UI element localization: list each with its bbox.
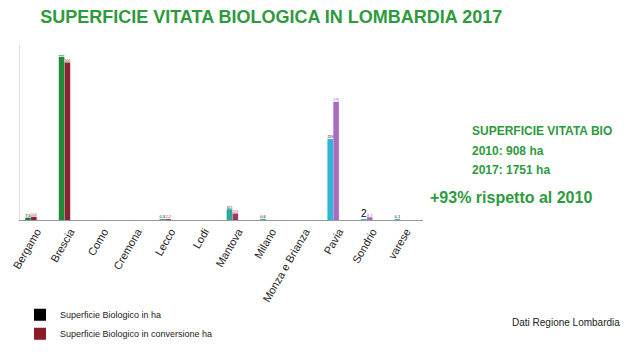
svg-text:Dati Regione Lombardia: Dati Regione Lombardia xyxy=(512,317,620,328)
svg-text:Lodi: Lodi xyxy=(190,226,211,250)
svg-text:+93% rispetto al 2010: +93% rispetto al 2010 xyxy=(430,189,592,206)
svg-text:259: 259 xyxy=(327,135,333,139)
svg-text:varese: varese xyxy=(386,226,413,261)
svg-text:2010: 908 ha: 2010: 908 ha xyxy=(472,144,544,158)
svg-text:10,4: 10,4 xyxy=(31,213,37,217)
svg-text:Bergamo: Bergamo xyxy=(11,226,44,271)
svg-text:504: 504 xyxy=(65,59,71,63)
svg-text:2: 2 xyxy=(361,208,367,219)
svg-text:0,6: 0,6 xyxy=(260,214,266,219)
svg-text:Como: Como xyxy=(85,226,110,257)
svg-text:20,8: 20,8 xyxy=(233,210,239,214)
svg-text:34,5: 34,5 xyxy=(227,206,233,210)
svg-text:Superficie Biologico in conver: Superficie Biologico in conversione ha xyxy=(60,329,212,339)
svg-text:Pavia: Pavia xyxy=(321,226,346,257)
svg-text:2,2: 2,2 xyxy=(165,214,171,219)
svg-text:378: 378 xyxy=(333,98,339,102)
svg-text:0,1: 0,1 xyxy=(395,214,401,219)
svg-text:Mantova: Mantova xyxy=(213,226,245,269)
svg-text:Monza e Brianza: Monza e Brianza xyxy=(260,226,312,304)
svg-text:SUPERFICIE VITATA BIOLOGICA IN: SUPERFICIE VITATA BIOLOGICA IN LOMBARDIA… xyxy=(40,7,502,27)
svg-text:7,6: 7,6 xyxy=(25,213,31,218)
svg-text:Brescia: Brescia xyxy=(48,226,77,265)
svg-text:8,7: 8,7 xyxy=(367,213,373,218)
svg-text:Cremona: Cremona xyxy=(111,226,144,272)
svg-text:0,3: 0,3 xyxy=(160,214,166,219)
svg-text:2017: 1751 ha: 2017: 1751 ha xyxy=(472,163,550,177)
svg-text:522,5: 522,5 xyxy=(59,54,65,57)
svg-text:Milano: Milano xyxy=(252,226,279,260)
svg-text:Superficie Biologico in ha: Superficie Biologico in ha xyxy=(60,310,161,320)
svg-text:Lecco: Lecco xyxy=(153,226,178,257)
svg-text:SUPERFICIE VITATA BIO: SUPERFICIE VITATA BIO xyxy=(472,124,612,138)
svg-text:Sondrio: Sondrio xyxy=(350,226,379,265)
